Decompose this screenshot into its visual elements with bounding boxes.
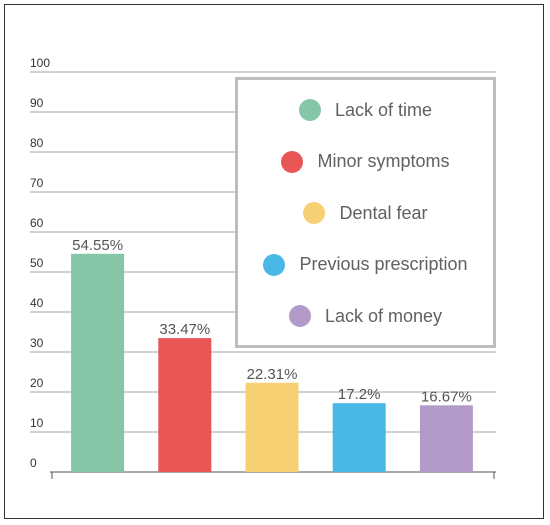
y-tick-label: 10 [30,416,44,430]
y-tick-label: 60 [30,216,44,230]
chart-legend: Lack of time Minor symptoms Dental fear Pre… [235,77,496,348]
legend-item: Previous prescription [238,250,493,280]
y-tick-label: 100 [30,56,50,70]
y-tick-label: 40 [30,296,44,310]
legend-swatch [288,305,311,327]
bar-value-label: 33.47% [159,321,210,338]
bar-value-label: 54.55% [72,237,123,254]
legend-label: Previous prescription [299,254,468,274]
y-tick-label: 50 [30,256,44,270]
y-tick-label: 0 [30,456,37,470]
y-tick-label: 90 [30,96,44,110]
chart-frame [4,4,544,519]
legend-label: Lack of money [324,305,443,326]
legend-item: Dental fear [238,198,493,228]
legend-swatch [303,202,326,224]
legend-label: Dental fear [339,202,428,223]
y-tick-label: 70 [30,176,44,190]
legend-label: Minor symptoms [317,151,450,171]
y-tick-label: 80 [30,136,44,150]
legend-swatch [263,253,286,276]
bar [419,405,473,472]
legend-item: Lack of time [238,95,493,125]
bar-value-label: 22.31% [247,366,298,383]
bar [332,403,386,472]
bar [158,338,212,472]
legend-label: Lack of time [334,99,433,120]
bar [71,253,125,472]
bar-value-label: 17.2% [338,386,381,403]
legend-item: Lack of money [238,301,493,331]
y-tick-label: 20 [30,376,44,390]
bar-value-label: 16.67% [421,388,472,405]
bar [245,382,299,472]
y-tick-label: 30 [30,336,44,350]
legend-swatch [298,99,321,121]
legend-item: Minor symptoms [238,147,493,177]
legend-swatch [281,150,304,173]
